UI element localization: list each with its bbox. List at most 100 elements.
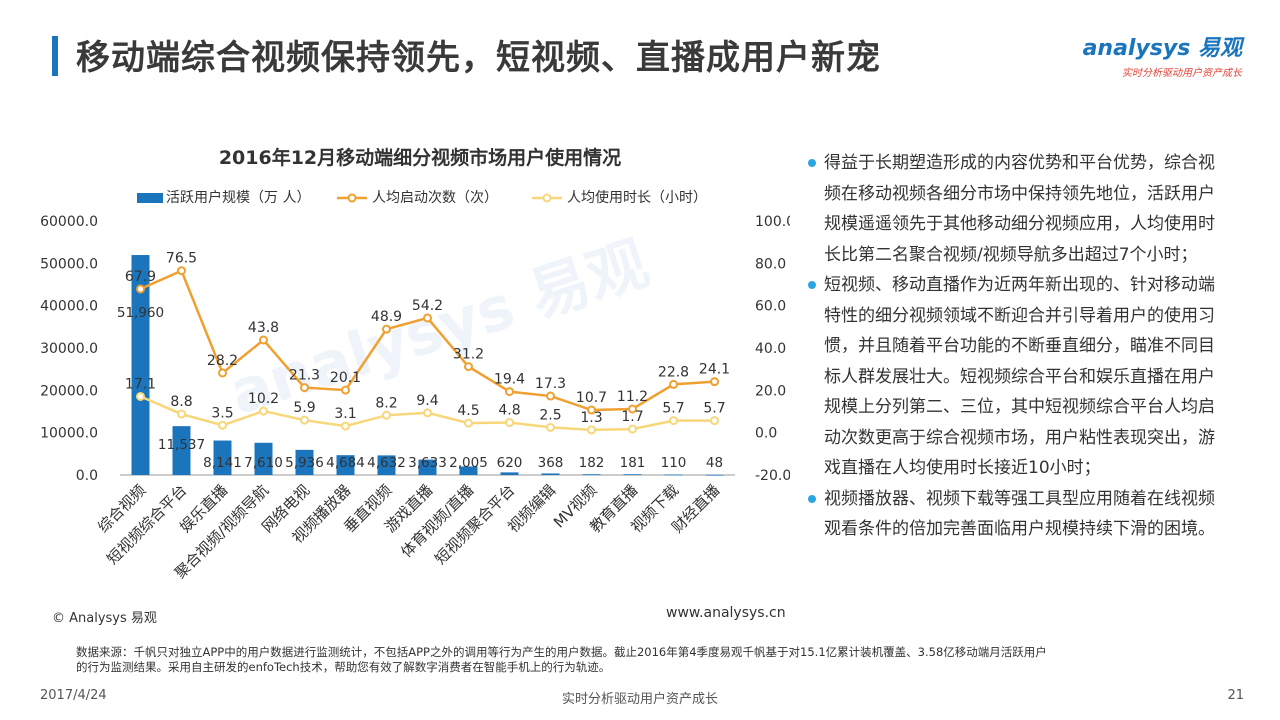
- starts-data-label: 19.4: [494, 372, 525, 388]
- source-line: 数据来源：千帆只对独立APP中的用户数据进行监测统计，不包括APP之外的调用等行…: [76, 645, 1047, 659]
- duration-point: [341, 421, 350, 431]
- duration-point: [628, 424, 637, 434]
- duration-data-label: 1.3: [580, 410, 602, 426]
- starts-point: [710, 377, 719, 387]
- starts-data-label: 11.2: [617, 389, 648, 405]
- starts-point: [218, 368, 227, 378]
- left-axis-tick-label: 10000.0: [40, 426, 98, 442]
- analysys-logo: analysys 易观 实时分析驱动用户资产成长: [1083, 30, 1242, 79]
- left-axis-tick-label: 30000.0: [40, 341, 98, 357]
- starts-point: [669, 379, 678, 389]
- legend-marker-duration: [542, 193, 552, 203]
- footer-slogan: 实时分析驱动用户资产成长: [561, 692, 718, 707]
- starts-point: [505, 387, 514, 397]
- duration-data-label: 1.7: [621, 409, 643, 425]
- bar-users: [131, 255, 150, 475]
- bar-users: [623, 474, 642, 476]
- duration-data-label: 10.2: [248, 391, 279, 407]
- bar-users: [582, 474, 601, 476]
- bar-data-label: 2,005: [449, 455, 488, 471]
- bar-users: [336, 455, 355, 475]
- starts-point: [546, 391, 555, 401]
- left-axis-tick-label: 60000.0: [40, 214, 98, 230]
- legend-label-starts: 人均启动次数（次）: [372, 190, 498, 206]
- left-axis-tick-label: 0.0: [76, 468, 98, 484]
- duration-point: [218, 420, 227, 430]
- duration-data-label: 5.7: [703, 401, 725, 417]
- starts-point: [259, 335, 268, 345]
- legend-swatch-bar: [137, 193, 163, 203]
- right-axis-tick-label: 0.0: [755, 426, 777, 442]
- duration-point: [300, 415, 309, 425]
- bar-data-label: 7,610: [244, 455, 283, 471]
- left-axis-tick-label: 50000.0: [40, 256, 98, 272]
- copyright: © Analysys 易观: [52, 611, 157, 626]
- bar-users: [664, 474, 683, 476]
- bar-users: [254, 442, 273, 475]
- left-axis-tick-label: 40000.0: [40, 299, 98, 315]
- duration-point: [546, 422, 555, 432]
- duration-data-label: 4.8: [498, 403, 520, 419]
- left-axis-tick-label: 20000.0: [40, 383, 98, 399]
- bullet-dot-icon: [808, 281, 816, 289]
- duration-point: [669, 416, 678, 426]
- duration-point: [382, 410, 391, 420]
- bar-users: [172, 426, 191, 475]
- data-source-note: 数据来源：千帆只对独立APP中的用户数据进行监测统计，不包括APP之外的调用等行…: [76, 645, 1206, 675]
- duration-data-label: 8.8: [170, 394, 192, 410]
- duration-data-label: 4.5: [457, 403, 479, 419]
- starts-point: [587, 405, 596, 415]
- starts-data-label: 17.3: [535, 376, 566, 392]
- website-link[interactable]: www.analysys.cn: [666, 605, 786, 621]
- bar-data-label: 8,141: [203, 455, 242, 471]
- legend-marker-starts: [347, 193, 357, 203]
- bar-users: [418, 459, 437, 475]
- bullet-text: 得益于长期塑造形成的内容优势和平台优势，综合视频在移动视频各细分市场中保持领先地…: [824, 153, 1215, 265]
- page-number: 21: [1227, 688, 1244, 703]
- bullet-dot-icon: [808, 159, 816, 167]
- duration-data-label: 5.9: [293, 400, 315, 416]
- legend-label-duration: 人均使用时长（小时）: [567, 189, 707, 206]
- bar-users: [459, 466, 478, 475]
- bar-data-label: 620: [497, 455, 523, 471]
- starts-data-label: 22.8: [658, 364, 689, 380]
- right-axis-tick-label: 20.0: [755, 383, 786, 399]
- starts-point: [136, 284, 145, 294]
- starts-point: [177, 266, 186, 276]
- bar-data-label: 51,960: [117, 305, 164, 321]
- analysis-bullets: 得益于长期塑造形成的内容优势和平台优势，综合视频在移动视频各细分市场中保持领先地…: [806, 148, 1226, 545]
- duration-data-label: 2.5: [539, 407, 561, 423]
- duration-point: [177, 409, 186, 419]
- logo-main-text: analysys 易观: [1082, 36, 1242, 61]
- starts-data-label: 10.7: [576, 390, 607, 406]
- title-accent-bar: [52, 36, 58, 76]
- bar-data-label: 368: [538, 455, 564, 471]
- starts-point: [300, 383, 309, 393]
- bullet-item: 视频播放器、视频下载等强工具型应用随着在线视频观看条件的倍加完善面临用户规模持续…: [806, 484, 1226, 545]
- starts-point: [341, 385, 350, 395]
- bar-users: [377, 455, 396, 475]
- starts-data-label: 21.3: [289, 368, 320, 384]
- duration-data-label: 9.4: [416, 393, 438, 409]
- bar-users: [213, 440, 232, 475]
- slide-title: 移动端综合视频保持领先，短视频、直播成用户新宠: [76, 38, 881, 78]
- bar-data-label: 182: [579, 455, 605, 471]
- starts-data-label: 20.1: [330, 370, 361, 386]
- starts-data-label: 28.2: [207, 353, 238, 369]
- duration-point: [423, 408, 432, 418]
- bullet-item: 短视频、移动直播作为近两年新出现的、针对移动端特性的细分视频领域不断迎合并引导着…: [806, 270, 1226, 484]
- bar-data-label: 11,537: [158, 437, 205, 453]
- chart-title: 2016年12月移动端细分视频市场用户使用情况: [219, 146, 621, 169]
- duration-point: [136, 391, 145, 401]
- bar-users: [541, 473, 560, 475]
- duration-point: [505, 418, 514, 428]
- bar-data-label: 110: [661, 455, 687, 471]
- bar-users: [295, 449, 314, 475]
- logo-slogan: 实时分析驱动用户资产成长: [1122, 68, 1242, 79]
- bar-data-label: 48: [706, 455, 723, 471]
- starts-point: [423, 313, 432, 323]
- bar-data-label: 4,632: [367, 455, 406, 471]
- duration-point: [464, 418, 473, 428]
- duration-data-label: 8.2: [375, 395, 397, 411]
